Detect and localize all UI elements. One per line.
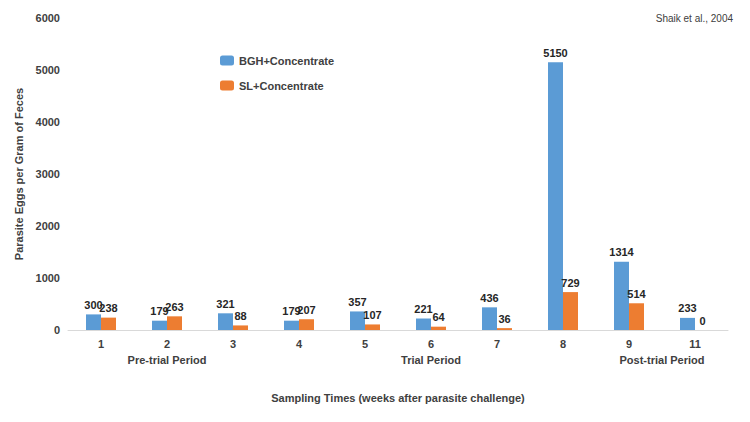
svg-text:BGH+Concentrate: BGH+Concentrate bbox=[239, 55, 334, 67]
svg-text:5000: 5000 bbox=[36, 64, 60, 76]
svg-text:Sampling Times (weeks after pa: Sampling Times (weeks after parasite cha… bbox=[271, 392, 525, 404]
svg-text:5: 5 bbox=[362, 338, 368, 350]
svg-text:238: 238 bbox=[99, 302, 117, 314]
svg-text:3000: 3000 bbox=[36, 168, 60, 180]
svg-text:179: 179 bbox=[150, 305, 169, 318]
svg-text:107: 107 bbox=[363, 309, 381, 321]
svg-text:0: 0 bbox=[699, 315, 705, 327]
svg-text:1000: 1000 bbox=[36, 272, 60, 284]
svg-text:6000: 6000 bbox=[36, 12, 60, 24]
svg-text:6: 6 bbox=[428, 338, 434, 350]
svg-text:2: 2 bbox=[164, 338, 170, 350]
svg-text:4: 4 bbox=[296, 338, 303, 350]
svg-text:4000: 4000 bbox=[36, 116, 60, 128]
svg-text:Shaik et al., 2004: Shaik et al., 2004 bbox=[656, 13, 734, 24]
svg-text:9: 9 bbox=[626, 338, 632, 350]
svg-text:Trial Period: Trial Period bbox=[401, 354, 461, 366]
svg-text:321: 321 bbox=[216, 298, 234, 310]
svg-text:1: 1 bbox=[98, 338, 104, 350]
svg-text:Post-trial Period: Post-trial Period bbox=[620, 354, 705, 366]
svg-text:8: 8 bbox=[560, 338, 566, 350]
svg-text:179: 179 bbox=[282, 305, 301, 318]
svg-text:Parasite Eggs per Gram of Fece: Parasite Eggs per Gram of Feces bbox=[13, 88, 25, 260]
svg-text:SL+Concentrate: SL+Concentrate bbox=[239, 80, 324, 92]
svg-text:11: 11 bbox=[689, 338, 701, 350]
svg-text:729: 729 bbox=[561, 277, 579, 289]
svg-text:7: 7 bbox=[494, 338, 500, 350]
svg-text:357: 357 bbox=[348, 296, 366, 308]
svg-text:88: 88 bbox=[234, 310, 246, 322]
svg-text:1314: 1314 bbox=[609, 246, 634, 258]
svg-text:64: 64 bbox=[432, 311, 445, 323]
svg-text:263: 263 bbox=[165, 301, 183, 313]
svg-text:3: 3 bbox=[230, 338, 236, 350]
svg-text:436: 436 bbox=[480, 292, 498, 304]
svg-text:221: 221 bbox=[414, 303, 432, 315]
svg-text:514: 514 bbox=[627, 288, 646, 300]
svg-text:300: 300 bbox=[84, 298, 103, 311]
svg-text:207: 207 bbox=[297, 304, 315, 316]
svg-text:2000: 2000 bbox=[36, 220, 60, 232]
svg-text:233: 233 bbox=[678, 302, 696, 314]
svg-text:36: 36 bbox=[498, 313, 510, 325]
svg-text:5150: 5150 bbox=[543, 47, 567, 59]
svg-text:0: 0 bbox=[54, 324, 60, 336]
svg-text:Pre-trial Period: Pre-trial Period bbox=[128, 354, 207, 366]
